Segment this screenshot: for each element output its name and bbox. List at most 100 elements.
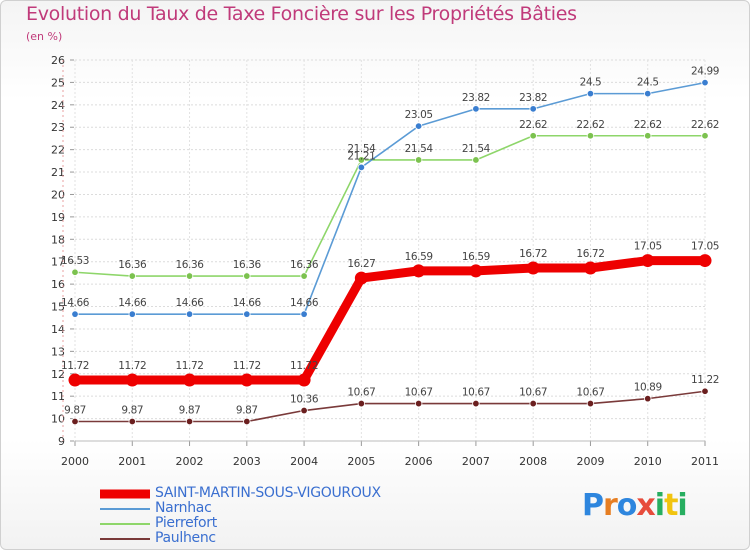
data-point (185, 272, 194, 280)
y-tick-label: 19 (51, 211, 65, 224)
y-tick-label: 24 (51, 99, 65, 112)
data-point (641, 254, 655, 268)
data-point (472, 399, 480, 408)
data-label: 16.36 (290, 259, 319, 271)
x-tick-label: 2003 (233, 455, 261, 468)
data-point (472, 105, 480, 113)
data-point (414, 122, 423, 130)
data-point (357, 163, 366, 172)
data-point (586, 89, 595, 98)
data-point (529, 132, 537, 140)
x-tick-label: 2005 (347, 455, 375, 468)
data-label: 11.72 (118, 360, 146, 372)
data-point (412, 264, 426, 278)
legend-item-narnhac: Narnhac (100, 500, 430, 517)
data-label: 16.59 (462, 251, 490, 263)
y-tick-label: 26 (51, 54, 65, 67)
series-line-saint-martin-sous-vigouroux (70, 256, 710, 385)
x-tick-label: 2010 (634, 455, 662, 468)
x-tick-label: 2007 (462, 455, 490, 468)
series-line-paulhenc (74, 390, 706, 423)
data-label: 16.53 (61, 255, 89, 267)
legend-label: SAINT-MARTIN-SOUS-VIGOUROUX (155, 485, 381, 501)
data-label: 16.27 (347, 258, 375, 270)
legend-label: Narnhac (155, 500, 212, 516)
data-point (128, 310, 136, 318)
data-point (128, 272, 136, 280)
data-point (586, 399, 595, 408)
data-label: 11.72 (233, 360, 261, 372)
legend-swatch (100, 489, 150, 499)
data-point (644, 89, 652, 98)
data-point (644, 132, 652, 140)
data-point (472, 156, 480, 164)
x-tick-label: 2011 (691, 455, 719, 468)
data-point (128, 417, 136, 426)
x-tick-label: 2000 (61, 455, 89, 468)
data-point (529, 399, 537, 408)
data-point (701, 78, 709, 87)
data-label: 11.72 (290, 360, 318, 372)
data-point (300, 310, 308, 318)
data-label: 10.36 (290, 394, 319, 406)
y-axis-unit-label: (en %) (26, 30, 63, 43)
y-tick-label: 20 (51, 188, 65, 201)
legend-swatch (100, 538, 150, 540)
series-line-pierrefort (74, 134, 706, 277)
data-label: 23.82 (462, 92, 490, 104)
chart-title: Evolution du Taux de Taxe Foncière sur l… (26, 3, 577, 25)
legend-item-saint-martin: SAINT-MARTIN-SOUS-VIGOUROUX (100, 485, 430, 502)
data-label: 11.22 (691, 374, 719, 386)
logo-letter: i (677, 488, 687, 523)
data-label: 9.87 (64, 405, 86, 417)
legend-item-pierrefort: Pierrefort (100, 515, 430, 532)
data-label: 24.5 (580, 77, 602, 89)
y-tick-label: 12 (51, 368, 65, 381)
y-tick-label: 13 (51, 345, 65, 358)
data-label: 23.82 (519, 92, 547, 104)
data-point (414, 156, 423, 164)
data-label: 16.36 (233, 259, 262, 271)
data-point (185, 310, 194, 318)
y-tick-label: 17 (51, 256, 65, 269)
y-tick-label: 15 (51, 301, 65, 314)
data-label: 9.87 (236, 405, 258, 417)
data-label: 11.72 (61, 360, 89, 372)
proxiti-logo: Proxiti (582, 488, 688, 523)
data-point (183, 373, 197, 387)
data-label: 16.72 (519, 248, 547, 260)
x-tick-label: 2009 (576, 455, 604, 468)
data-point (526, 261, 540, 275)
data-point (71, 417, 79, 426)
data-point (354, 271, 368, 285)
y-tick-label: 18 (51, 233, 65, 246)
data-label: 24.5 (637, 77, 659, 89)
data-label: 23.05 (405, 109, 433, 121)
data-label: 22.62 (691, 119, 719, 131)
data-point (701, 132, 709, 140)
logo-letter: r (603, 488, 618, 523)
series-line-narnhac (74, 81, 706, 315)
data-label: 9.87 (121, 405, 143, 417)
data-point (357, 156, 366, 164)
data-label: 16.36 (118, 259, 147, 271)
data-point (300, 272, 308, 280)
y-tick-label: 10 (51, 413, 65, 426)
data-label: 14.66 (290, 297, 319, 309)
data-label: 21.21 (347, 150, 375, 162)
data-point (300, 406, 308, 415)
x-tick-label: 2006 (405, 455, 433, 468)
data-label: 22.62 (576, 119, 604, 131)
y-tick-label: 23 (51, 121, 65, 134)
legend-item-paulhenc: Paulhenc (100, 530, 430, 547)
logo-letter: t (664, 488, 678, 523)
data-label: 16.36 (176, 259, 205, 271)
data-label: 14.66 (233, 297, 262, 309)
data-point (583, 261, 597, 275)
data-point (357, 399, 366, 408)
data-label: 14.66 (61, 297, 90, 309)
x-tick-label: 2002 (176, 455, 204, 468)
data-point (240, 373, 254, 387)
data-label: 10.67 (347, 387, 375, 399)
